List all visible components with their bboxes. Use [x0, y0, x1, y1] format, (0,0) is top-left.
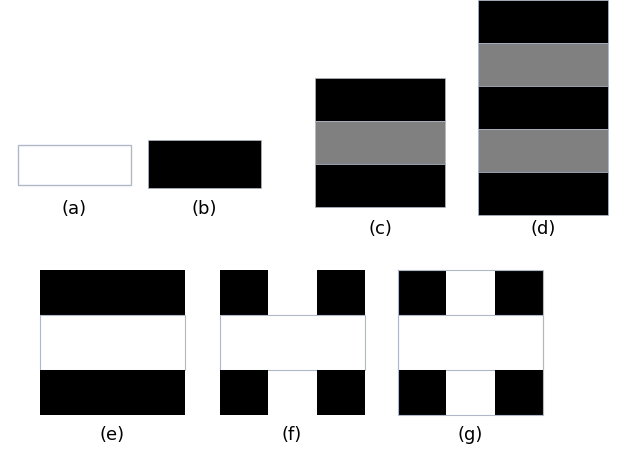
Text: (e): (e) — [99, 424, 125, 442]
Bar — [478, 129, 608, 172]
Bar — [40, 270, 185, 315]
Text: (a): (a) — [61, 200, 86, 218]
Text: (f): (f) — [282, 424, 302, 442]
Text: (b): (b) — [191, 200, 217, 218]
Bar — [40, 315, 185, 370]
Bar — [315, 121, 445, 164]
Bar — [478, 0, 608, 43]
Bar — [478, 43, 608, 86]
Bar — [40, 370, 185, 414]
Bar — [398, 270, 446, 315]
Bar — [315, 164, 445, 207]
Bar — [148, 140, 261, 188]
Bar — [220, 370, 268, 414]
Text: (c): (c) — [368, 220, 392, 238]
Bar — [495, 270, 543, 315]
Bar — [398, 270, 543, 414]
Bar — [478, 172, 608, 215]
Text: (g): (g) — [458, 424, 483, 442]
Bar — [478, 86, 608, 129]
Text: (d): (d) — [531, 220, 556, 238]
Bar — [18, 145, 131, 185]
Bar — [398, 370, 446, 414]
Bar — [495, 370, 543, 414]
Bar — [398, 315, 543, 370]
Bar — [317, 370, 365, 414]
Bar — [317, 270, 365, 315]
Bar — [315, 78, 445, 121]
Bar — [220, 315, 365, 370]
Bar — [220, 270, 268, 315]
